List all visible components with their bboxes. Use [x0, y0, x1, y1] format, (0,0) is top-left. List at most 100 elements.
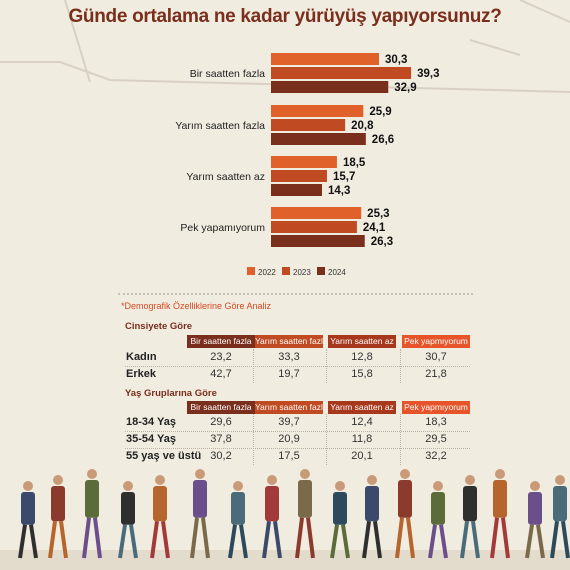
person-head	[267, 475, 277, 485]
person-head	[335, 481, 345, 491]
row-label: Kadın	[126, 351, 157, 363]
person-torso	[365, 486, 379, 522]
table-cell: 17,5	[278, 450, 300, 462]
table-cell: 11,8	[351, 433, 373, 445]
person-head	[530, 481, 540, 491]
bar-value-label: 24,1	[363, 222, 386, 234]
person-leg	[273, 521, 282, 559]
person-torso	[398, 480, 412, 518]
column-header: Bir saatten fazla	[187, 401, 255, 414]
person-leg	[29, 524, 38, 559]
column-header: Bir saatten fazla	[187, 335, 255, 348]
person-leg	[330, 524, 339, 559]
person-torso	[85, 480, 99, 518]
row-label: Erkek	[126, 368, 156, 380]
table-cell: 15,8	[351, 368, 373, 380]
bar-value-label: 25,9	[369, 106, 391, 118]
table-cell: 19,7	[278, 368, 300, 380]
bar	[271, 184, 322, 196]
legend-swatch	[282, 267, 290, 275]
person-torso	[431, 492, 445, 525]
table-cell: 18,3	[425, 416, 447, 428]
column-divider	[326, 349, 327, 383]
sidewalk	[0, 550, 570, 570]
column-divider	[400, 349, 401, 383]
row-divider	[125, 366, 470, 367]
table-cell: 12,4	[351, 416, 373, 428]
column-divider	[253, 349, 254, 383]
table-cell: 20,9	[278, 433, 300, 445]
bar-value-label: 39,3	[417, 68, 439, 80]
table-cell: 23,2	[210, 351, 232, 363]
person-head	[233, 481, 243, 491]
person-leg	[129, 524, 138, 559]
table-cell: 29,6	[210, 416, 232, 428]
person-leg	[373, 521, 382, 559]
person-torso	[121, 492, 135, 525]
person-torso	[265, 486, 279, 522]
bar	[271, 133, 366, 145]
person-head	[87, 469, 97, 479]
table-cell: 12,8	[351, 351, 373, 363]
person-leg	[306, 517, 315, 559]
person-torso	[21, 492, 35, 525]
person-leg	[395, 517, 404, 559]
bar	[271, 81, 389, 93]
bar	[271, 119, 346, 131]
person-leg	[201, 517, 210, 559]
bar	[271, 221, 357, 233]
bar	[271, 156, 337, 168]
legend-label: 2023	[293, 268, 311, 277]
person-leg	[82, 517, 91, 559]
column-header: Yarım saatten az	[328, 335, 396, 348]
person-head	[53, 475, 63, 485]
person-leg	[561, 521, 570, 559]
person-torso	[333, 492, 347, 525]
column-header: Yarım saatten az	[328, 401, 396, 414]
bar-chart: Bir saatten fazla 30,3 39,332,9 Yarım saatt…	[175, 53, 439, 277]
person-torso	[553, 486, 567, 522]
chart-title: Günde ortalama ne kadar yürüyüş yapıyors…	[68, 6, 502, 27]
person-head	[495, 469, 505, 479]
bar	[271, 67, 412, 79]
person-leg	[501, 517, 510, 559]
demographic-note: *Demografik Özelliklerine Göre Analiz	[121, 301, 272, 311]
bar-value-label: 18,5	[343, 157, 366, 169]
walking-people-illustration	[0, 469, 570, 570]
bar-value-label: 14,3	[328, 185, 350, 197]
person-leg	[471, 521, 480, 559]
column-divider	[253, 414, 254, 465]
person-leg	[150, 521, 159, 559]
bar	[271, 170, 327, 182]
category-label: Bir saatten fazla	[190, 68, 265, 80]
table-cell: 30,7	[425, 351, 447, 363]
person-torso	[463, 486, 477, 522]
person-head	[300, 469, 310, 479]
bar-value-label: 20,8	[351, 120, 374, 132]
person-leg	[118, 524, 127, 559]
table-cell: 21,8	[425, 368, 447, 380]
person-leg	[262, 521, 271, 559]
person-leg	[550, 521, 559, 559]
table-cell: 39,7	[278, 416, 300, 428]
column-header: Pek yapmıyorum	[402, 401, 470, 414]
person-head	[195, 469, 205, 479]
person-leg	[48, 521, 57, 559]
person-head	[23, 481, 33, 491]
person-leg	[536, 524, 545, 559]
person-leg	[362, 521, 371, 559]
bar-value-label: 25,3	[367, 208, 389, 220]
column-header: Yarım saatten fazla	[255, 401, 323, 414]
person-head	[367, 475, 377, 485]
bar	[271, 207, 362, 219]
person-leg	[190, 517, 199, 559]
section-divider	[118, 293, 473, 295]
table-cell: 33,3	[278, 351, 300, 363]
person-leg	[295, 517, 304, 559]
person-leg	[525, 524, 534, 559]
table-cell: 20,1	[351, 450, 373, 462]
column-header: Yarım saatten fazla	[255, 335, 323, 348]
person-head	[465, 475, 475, 485]
bar	[271, 105, 364, 117]
table-cell: 30,2	[210, 450, 232, 462]
